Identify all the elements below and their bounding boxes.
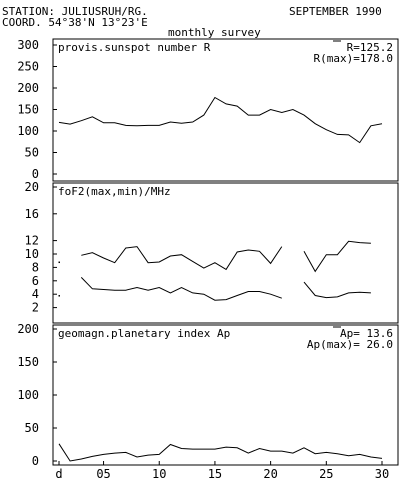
stat-mean-label: R=125.2 <box>347 41 393 54</box>
series-line-2-2 <box>303 281 371 299</box>
y-tick-label: 0 <box>32 167 39 181</box>
coordinates-label: COORD. 54°38'N 13°23'E <box>2 16 148 29</box>
x-tick-label: 15 <box>208 467 222 480</box>
stat-max-label: Ap(max)= 26.0 <box>307 338 393 351</box>
panel-title: foF2(max,min)/MHz <box>58 185 171 198</box>
x-tick-label: 30 <box>375 467 389 480</box>
plot-frame-2 <box>52 182 399 324</box>
y-tick-label: 10 <box>25 247 39 261</box>
y-tick-label: 150 <box>17 103 39 117</box>
date-label: SEPTEMBER 1990 <box>289 5 382 18</box>
y-tick-label: 200 <box>17 322 39 336</box>
y-tick-label: 4 <box>32 287 39 301</box>
x-tick-label: 20 <box>263 467 277 480</box>
x-tick-label: d <box>55 467 62 480</box>
y-tick-label: 150 <box>17 355 39 369</box>
x-tick-label: 25 <box>319 467 333 480</box>
stat-mean-label: Ap= 13.6 <box>340 327 393 340</box>
panel-title: provis.sunspot number R <box>58 41 211 54</box>
y-tick-label: 2 <box>32 301 39 315</box>
series-point <box>58 261 60 264</box>
survey-label: monthly survey <box>168 26 261 39</box>
series-line-2-2 <box>80 277 282 301</box>
stat-max-label: R(max)=178.0 <box>314 52 393 65</box>
series-point <box>58 295 60 297</box>
y-tick-label: 8 <box>32 260 39 274</box>
y-tick-label: 50 <box>25 421 39 435</box>
y-tick-label: 250 <box>17 60 39 74</box>
x-tick-label: 10 <box>152 467 166 480</box>
y-tick-label: 50 <box>25 146 39 160</box>
series-line-2-1 <box>303 240 371 273</box>
panel-title: geomagn.planetary index Ap <box>58 327 230 340</box>
y-tick-label: 100 <box>17 388 39 402</box>
y-tick-label: 200 <box>17 81 39 95</box>
x-tick-label: 05 <box>96 467 110 480</box>
y-tick-label: 20 <box>25 180 39 194</box>
y-tick-label: 100 <box>17 124 39 138</box>
y-tick-label: 6 <box>32 274 39 288</box>
series-line-2-1 <box>81 246 283 271</box>
y-tick-label: 12 <box>25 234 39 248</box>
y-tick-label: 0 <box>32 454 39 468</box>
y-tick-label: 16 <box>25 207 39 221</box>
station-label: STATION: JULIUSRUH/RG. <box>2 5 148 18</box>
series-line-3-1 <box>58 443 383 462</box>
series-line-1-1 <box>58 96 383 144</box>
y-tick-label: 300 <box>17 38 39 52</box>
